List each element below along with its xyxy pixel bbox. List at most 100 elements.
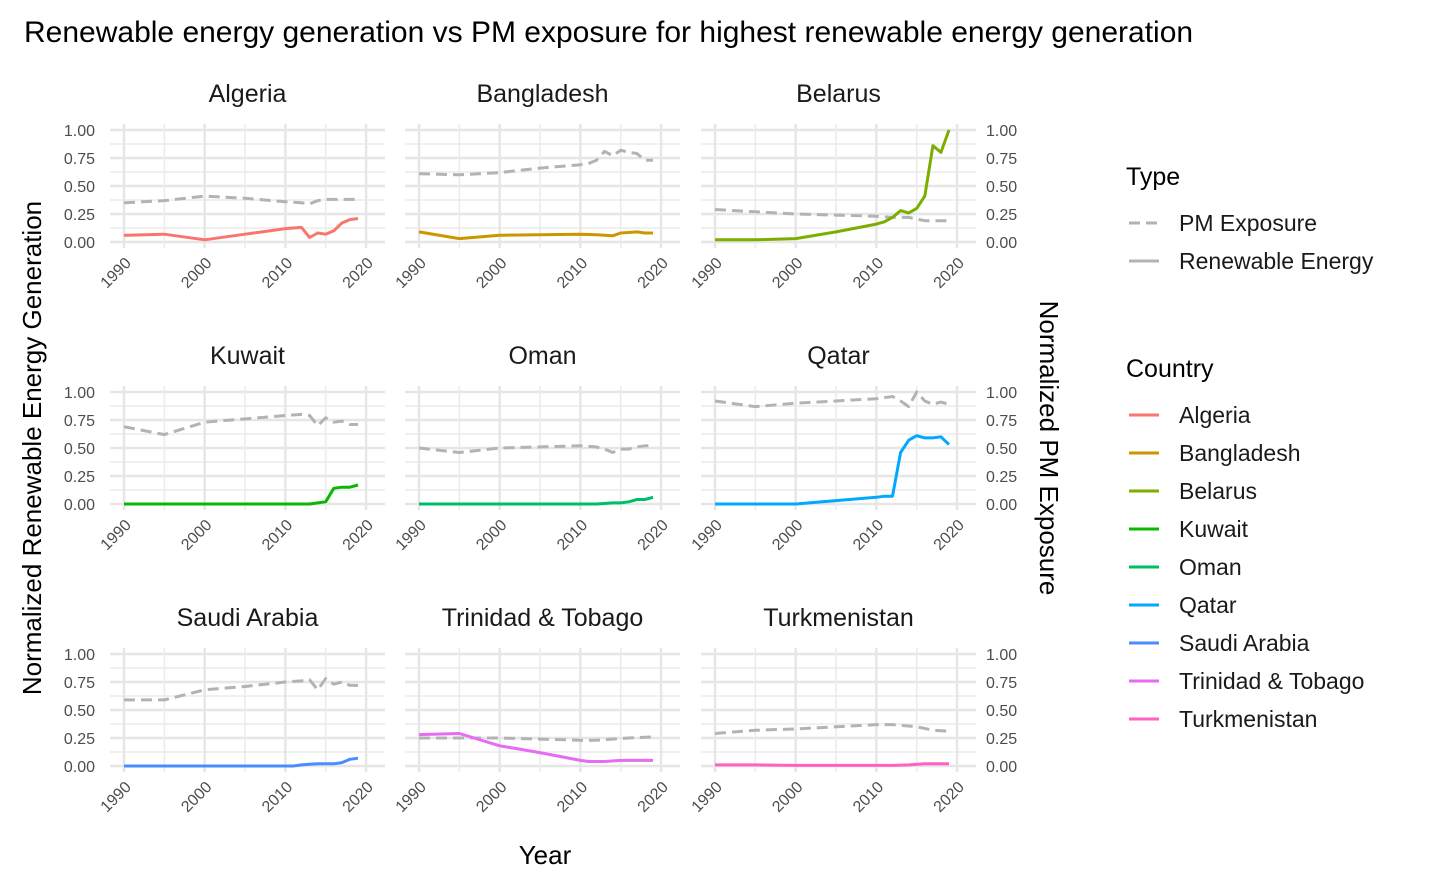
x-tick-label: 2010	[554, 779, 591, 816]
x-tick-label: 1990	[393, 779, 430, 816]
y-tick-label-right: 0.75	[986, 151, 1017, 168]
y-tick-label-right: 1.00	[986, 123, 1017, 140]
x-tick-label: 2010	[259, 517, 296, 554]
x-tick-label: 2020	[340, 517, 377, 554]
facet-oman: Oman 1990 2000 2010 2020	[393, 342, 680, 554]
x-tick-label: 2020	[931, 517, 968, 554]
x-tick-label: 2010	[554, 517, 591, 554]
y-tick-label-right: 0.75	[986, 675, 1017, 692]
y-tick-label: 0.50	[64, 703, 95, 720]
x-tick-label: 2010	[850, 779, 887, 816]
x-tick-label: 2000	[178, 517, 215, 554]
x-tick-label: 2000	[769, 255, 806, 292]
facet-label: Algeria	[209, 80, 287, 108]
facet-algeria: Algeria 1990 2000 2010 2020 0.00 0.25 0.50 0.75 1…	[64, 80, 385, 292]
y-tick-label-right: 0.50	[986, 703, 1017, 720]
y-axis-title: Normalized Renewable Energy Generation	[17, 201, 47, 695]
y-axis-title-right: Normalized PM Exposure	[1034, 301, 1064, 596]
chart-title: Renewable energy generation vs PM exposu…	[24, 16, 1193, 49]
x-tick-label: 2000	[178, 779, 215, 816]
y-tick-label: 0.75	[64, 151, 95, 168]
x-tick-label: 2000	[473, 779, 510, 816]
y-tick-label-right: 0.25	[986, 207, 1017, 224]
legend-label: Trinidad & Tobago	[1179, 668, 1364, 694]
pm-exposure-line	[418, 148, 653, 177]
legend-label: Algeria	[1179, 402, 1251, 428]
legend-label: Qatar	[1179, 592, 1237, 618]
legend-label: Bangladesh	[1179, 440, 1301, 466]
x-tick-label: 2000	[178, 255, 215, 292]
x-tick-label: 2020	[635, 779, 672, 816]
y-tick-label: 0.25	[64, 469, 95, 486]
facet-turkmenistan: Turkmenistan 1990 2000 2010 2020 0.00 0.25 0.50…	[689, 604, 1018, 816]
facet-bangladesh: Bangladesh 1990 2000 2010 2020	[393, 80, 680, 292]
pm-exposure-line	[123, 412, 358, 437]
facet-label: Turkmenistan	[763, 604, 914, 632]
facet-label: Saudi Arabia	[177, 604, 319, 632]
y-tick-label-right: 0.00	[986, 759, 1017, 776]
facet-label: Belarus	[796, 80, 881, 108]
x-tick-label: 1990	[689, 779, 726, 816]
legend: Type PM Exposure Renewable Energy Country Al…	[1126, 163, 1374, 732]
y-tick-label-right: 1.00	[986, 647, 1017, 664]
legend-label: PM Exposure	[1179, 210, 1317, 236]
renewable-energy-line	[715, 129, 951, 242]
x-tick-label: 2000	[769, 779, 806, 816]
x-tick-label: 2020	[635, 255, 672, 292]
renewable-energy-line	[418, 230, 653, 241]
y-tick-label: 0.75	[64, 413, 95, 430]
facet-saudi-arabia: Saudi Arabia 1990 2000 2010 2020 0.00 0.25 0.50…	[64, 604, 385, 816]
facet-label: Bangladesh	[476, 80, 608, 108]
renewable-energy-line	[419, 495, 654, 506]
x-tick-label: 2010	[850, 517, 887, 554]
x-tick-label: 2000	[473, 517, 510, 554]
y-tick-label-right: 1.00	[986, 385, 1017, 402]
facet-belarus: Belarus 1990 2000 2010 2020 0.00 0.25 0.50 0.75 1…	[689, 80, 1018, 292]
legend-label: Saudi Arabia	[1179, 630, 1310, 656]
y-tick-label: 1.00	[64, 647, 95, 664]
x-tick-label: 1990	[393, 517, 430, 554]
facet-label: Kuwait	[210, 342, 285, 370]
y-tick-label-right: 0.25	[986, 469, 1017, 486]
facet-kuwait: Kuwait 1990 2000 2010 2020 0.00 0.25 0.50 0.75 1.…	[64, 342, 385, 554]
y-tick-label: 0.75	[64, 675, 95, 692]
y-tick-label-right: 0.00	[986, 497, 1017, 514]
x-tick-label: 2020	[635, 517, 672, 554]
legend-title-type: Type	[1126, 163, 1180, 191]
y-tick-label: 1.00	[64, 385, 95, 402]
x-tick-label: 1990	[689, 255, 726, 292]
x-tick-label: 2020	[340, 779, 377, 816]
y-tick-label-right: 0.75	[986, 413, 1017, 430]
x-tick-label: 1990	[689, 517, 726, 554]
x-tick-label: 2000	[473, 255, 510, 292]
legend-label: Belarus	[1179, 478, 1257, 504]
x-axis-title: Year	[519, 840, 572, 870]
y-tick-label: 1.00	[64, 123, 95, 140]
legend-label: Oman	[1179, 554, 1242, 580]
y-tick-label: 0.25	[64, 731, 95, 748]
legend-label: Renewable Energy	[1179, 248, 1374, 274]
renewable-energy-line	[715, 762, 949, 767]
facet-label: Oman	[508, 342, 576, 370]
x-tick-label: 2000	[769, 517, 806, 554]
x-tick-label: 1990	[393, 255, 430, 292]
x-tick-label: 2020	[931, 779, 968, 816]
x-tick-label: 2010	[259, 255, 296, 292]
y-tick-label: 0.25	[64, 207, 95, 224]
y-tick-label-right: 0.00	[986, 235, 1017, 252]
renewable-energy-line	[418, 732, 653, 763]
x-tick-label: 2010	[850, 255, 887, 292]
legend-title-country: Country	[1126, 355, 1214, 383]
pm-exposure-line	[124, 677, 358, 702]
y-tick-label: 0.00	[64, 759, 95, 776]
renewable-energy-line	[124, 756, 359, 768]
legend-label: Turkmenistan	[1179, 706, 1317, 732]
x-tick-label: 2020	[931, 255, 968, 292]
facet-trinidad-and-tobago: Trinidad & Tobago 1990 2000 2010 2020	[393, 604, 680, 816]
facet-label: Qatar	[807, 342, 870, 370]
legend-label: Kuwait	[1179, 516, 1249, 542]
x-tick-label: 1990	[98, 255, 135, 292]
x-tick-label: 1990	[98, 517, 135, 554]
x-tick-label: 2010	[554, 255, 591, 292]
